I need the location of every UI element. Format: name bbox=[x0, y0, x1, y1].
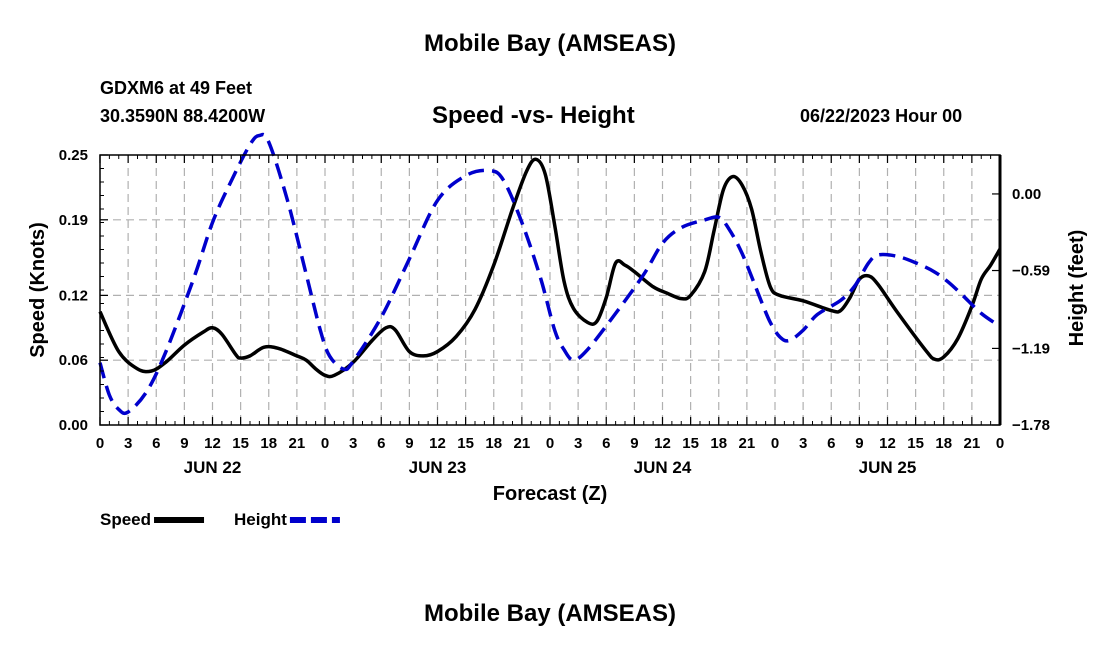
x-tick-label: 0 bbox=[546, 435, 554, 452]
y2-tick-label: −1.19 bbox=[1012, 340, 1050, 357]
x-tick-label: 18 bbox=[485, 435, 502, 452]
main-title: Mobile Bay (AMSEAS) bbox=[423, 30, 677, 57]
x-tick-label: 6 bbox=[377, 435, 385, 452]
x-tick-label: 21 bbox=[514, 435, 531, 452]
x-tick-label: 9 bbox=[630, 435, 638, 452]
day-label: JUN 24 bbox=[634, 458, 692, 477]
legend-label-speed: Speed bbox=[100, 510, 151, 529]
station-label: GDXM6 at 49 Feet bbox=[100, 78, 253, 98]
x-tick-label: 15 bbox=[682, 435, 699, 452]
x-tick-label: 15 bbox=[232, 435, 249, 452]
x-tick-label: 12 bbox=[429, 435, 446, 452]
x-tick-label: 3 bbox=[574, 435, 582, 452]
x-tick-label: 18 bbox=[935, 435, 952, 452]
x-tick-label: 3 bbox=[349, 435, 357, 452]
day-label: JUN 22 bbox=[184, 458, 242, 477]
x-tick-label: 0 bbox=[771, 435, 779, 452]
x-tick-label: 0 bbox=[321, 435, 329, 452]
x-tick-label: 21 bbox=[289, 435, 306, 452]
y2-tick-label: −0.59 bbox=[1012, 263, 1050, 280]
y-tick-label: 0.12 bbox=[59, 287, 88, 304]
x-tick-label: 12 bbox=[654, 435, 671, 452]
legend: Speed Height bbox=[100, 510, 340, 529]
x-tick-label: 3 bbox=[124, 435, 132, 452]
x-axis-label: Forecast (Z) bbox=[493, 483, 607, 505]
x-tick-label: 6 bbox=[602, 435, 610, 452]
y2-tick-label: −1.78 bbox=[1012, 417, 1050, 434]
x-tick-label: 12 bbox=[879, 435, 896, 452]
y-tick-label: 0.19 bbox=[59, 212, 88, 229]
y2-tick-label: 0.00 bbox=[1012, 186, 1041, 203]
x-tick-label: 21 bbox=[739, 435, 756, 452]
tick-labels: 0 3 6 9 12 15 18 21 0 3 6 9 12 15 18 21 0 3 6 9 12 15 18 21 0 3 6 9… bbox=[59, 147, 1050, 477]
tick-marks bbox=[99, 154, 1001, 426]
x-tick-label: 0 bbox=[996, 435, 1004, 452]
legend-label-height: Height bbox=[234, 510, 287, 529]
y-tick-label: 0.25 bbox=[59, 147, 88, 164]
x-tick-label: 18 bbox=[260, 435, 277, 452]
x-tick-label: 9 bbox=[180, 435, 188, 452]
series-line-height bbox=[98, 132, 1001, 416]
x-tick-label: 9 bbox=[855, 435, 863, 452]
y-tick-label: 0.00 bbox=[59, 417, 88, 434]
y2-axis-label: Height (feet) bbox=[1066, 230, 1088, 347]
x-tick-label: 15 bbox=[907, 435, 924, 452]
series-group bbox=[98, 132, 1002, 416]
y-axis-label: Speed (Knots) bbox=[27, 222, 49, 358]
day-label: JUN 23 bbox=[409, 458, 467, 477]
x-tick-label: 15 bbox=[457, 435, 474, 452]
chart-subtitle: Speed -vs- Height bbox=[432, 102, 635, 129]
x-tick-label: 3 bbox=[799, 435, 807, 452]
x-tick-label: 0 bbox=[96, 435, 104, 452]
gridlines bbox=[100, 155, 1000, 425]
station-coordinates: 30.3590N 88.4200W bbox=[100, 106, 266, 126]
y-tick-label: 0.06 bbox=[59, 352, 88, 369]
x-tick-label: 21 bbox=[964, 435, 981, 452]
x-tick-label: 12 bbox=[204, 435, 221, 452]
x-tick-label: 6 bbox=[152, 435, 160, 452]
x-tick-label: 9 bbox=[405, 435, 413, 452]
x-tick-label: 6 bbox=[827, 435, 835, 452]
x-tick-label: 18 bbox=[710, 435, 727, 452]
bottom-title: Mobile Bay (AMSEAS) bbox=[423, 600, 677, 627]
series-line-speed bbox=[98, 157, 1002, 379]
day-label: JUN 25 bbox=[859, 458, 917, 477]
forecast-timestamp: 06/22/2023 Hour 00 bbox=[800, 106, 963, 126]
